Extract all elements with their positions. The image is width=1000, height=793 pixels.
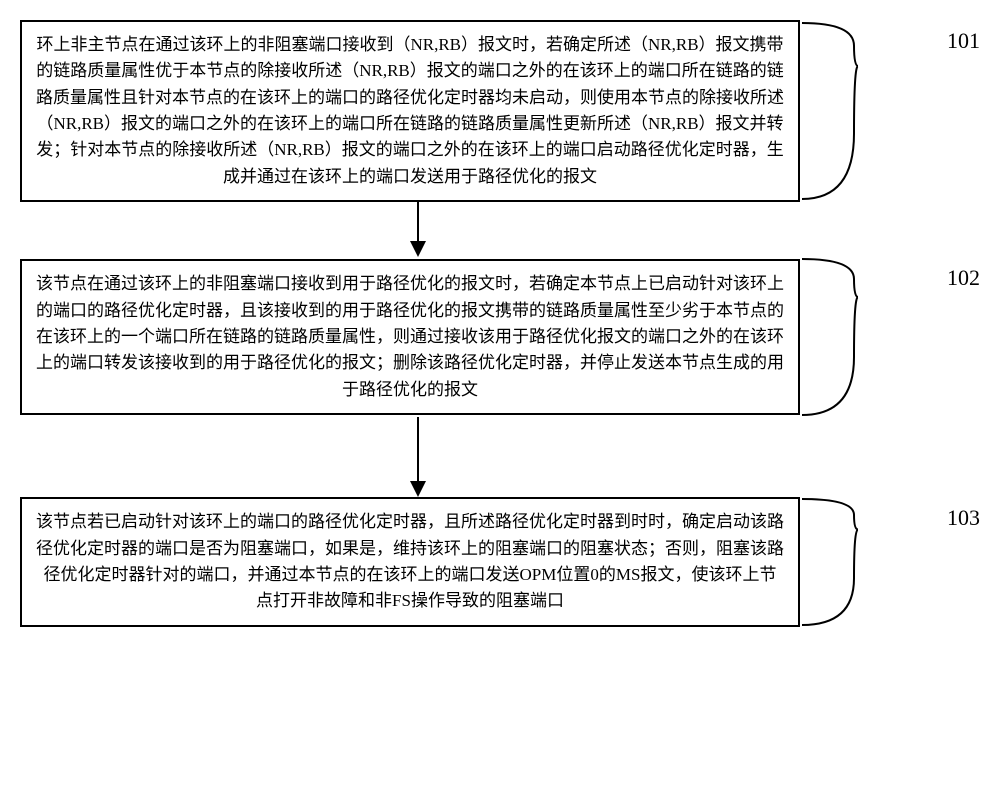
bracket-step2 <box>800 257 860 417</box>
flow-box-step2-text: 该节点在通过该环上的非阻塞端口接收到用于路径优化的报文时，若确定本节点上已启动针… <box>36 274 784 398</box>
step-label-102: 102 <box>929 265 980 291</box>
flow-box-step3-text: 该节点若已启动针对该环上的端口的路径优化定时器，且所述路径优化定时器到时时，确定… <box>36 512 784 610</box>
flow-arrow-1-2 <box>410 202 426 257</box>
flowchart: 环上非主节点在通过该环上的非阻塞端口接收到（NR,RB）报文时，若确定所述（NR… <box>20 20 980 627</box>
flow-arrow-2-3 <box>410 417 426 497</box>
flow-box-step3: 该节点若已启动针对该环上的端口的路径优化定时器，且所述路径优化定时器到时时，确定… <box>20 497 800 626</box>
step-label-101: 101 <box>929 28 980 54</box>
flow-row-3: 该节点若已启动针对该环上的端口的路径优化定时器，且所述路径优化定时器到时时，确定… <box>20 497 980 627</box>
flow-box-step2: 该节点在通过该环上的非阻塞端口接收到用于路径优化的报文时，若确定本节点上已启动针… <box>20 259 800 415</box>
bracket-step1 <box>800 21 860 201</box>
flow-row-2: 该节点在通过该环上的非阻塞端口接收到用于路径优化的报文时，若确定本节点上已启动针… <box>20 257 980 417</box>
arrow-head-icon <box>410 241 426 257</box>
flow-box-step1-text: 环上非主节点在通过该环上的非阻塞端口接收到（NR,RB）报文时，若确定所述（NR… <box>36 35 784 186</box>
flow-row-1: 环上非主节点在通过该环上的非阻塞端口接收到（NR,RB）报文时，若确定所述（NR… <box>20 20 980 202</box>
step-label-103: 103 <box>929 505 980 531</box>
arrow-line <box>417 417 419 481</box>
bracket-step3 <box>800 497 860 627</box>
flow-box-step1: 环上非主节点在通过该环上的非阻塞端口接收到（NR,RB）报文时，若确定所述（NR… <box>20 20 800 202</box>
arrow-line <box>417 202 419 241</box>
arrow-head-icon <box>410 481 426 497</box>
